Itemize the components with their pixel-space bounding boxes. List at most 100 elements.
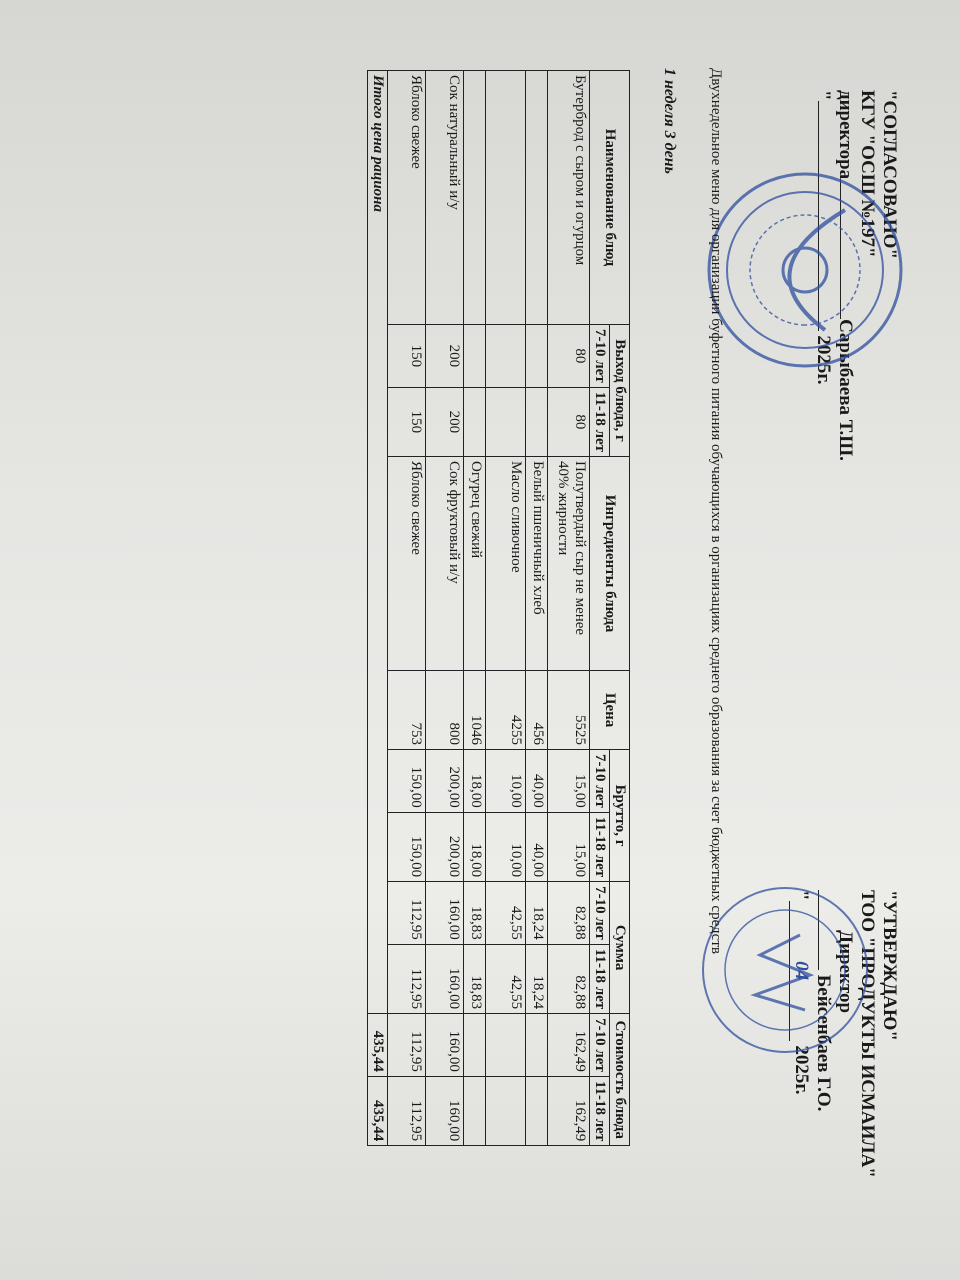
- table-row: Белый пшеничный хлеб 456 40,00 40,00 18,24 18…: [525, 70, 548, 1146]
- cell-b1: 150,00: [387, 749, 426, 813]
- cell-ingredient: Полутвердый сыр не менее 40% жирности: [547, 456, 590, 671]
- cell-c1: 160,00: [425, 1013, 464, 1077]
- table-row: Бутерброд с сыром и огурцом 80 80 Полутверд…: [547, 70, 590, 1146]
- cell-s2: 112,95: [387, 944, 426, 1014]
- cell-ingredient: Белый пшеничный хлеб: [525, 456, 548, 671]
- menu-table: Наименование блюд Выход блюда, г Ингреди…: [367, 70, 630, 1146]
- header-brutto: Брутто, г: [609, 749, 630, 882]
- cell-b2: 15,00: [547, 812, 590, 882]
- cell-price: 753: [387, 670, 426, 750]
- cell-name: Сок натуральный и/у: [425, 70, 464, 325]
- cell-price: 800: [425, 670, 464, 750]
- cell-b2: 200,00: [425, 812, 464, 882]
- header-ingredients: Ингредиенты блюда: [589, 456, 630, 671]
- cell-s2: 160,00: [425, 944, 464, 1014]
- header-output: Выход блюда, г: [609, 324, 630, 457]
- header-price: Цена: [589, 670, 630, 750]
- cell-out1: [463, 324, 486, 388]
- table-row: Масло сливочное 4255 10,00 10,00 42,55 42,55: [485, 70, 526, 1146]
- table-row: Яблоко свежее 150 150 Яблоко свежее 753 150,0…: [387, 70, 426, 1146]
- cell-s2: 82,88: [547, 944, 590, 1014]
- cell-s2: 42,55: [485, 944, 526, 1014]
- cell-name: [463, 70, 486, 325]
- cell-s1: 82,88: [547, 881, 590, 945]
- cell-out1: [485, 324, 526, 388]
- header-name: Наименование блюд: [589, 70, 630, 325]
- cell-ingredient: Яблоко свежее: [387, 456, 426, 671]
- cell-price: 4255: [485, 670, 526, 750]
- header-age: 7-10 лет: [589, 749, 610, 813]
- cell-price: 5525: [547, 670, 590, 750]
- cell-c2: 160,00: [425, 1076, 464, 1146]
- header-age: 7-10 лет: [589, 1013, 610, 1077]
- cell-b2: 18,00: [463, 812, 486, 882]
- cell-b2: 150,00: [387, 812, 426, 882]
- total-cost: 435,44: [367, 1013, 388, 1077]
- table-row: Огурец свежий 1046 18,00 18,00 18,83 18,83: [463, 70, 486, 1146]
- cell-c1: [463, 1013, 486, 1077]
- week-day-label: 1 неделя 3 день: [661, 68, 678, 174]
- cell-s1: 160,00: [425, 881, 464, 945]
- cell-s2: 18,83: [463, 944, 486, 1014]
- cell-c2: 162,49: [547, 1076, 590, 1146]
- cell-c2: 112,95: [387, 1076, 426, 1146]
- cell-out2: 200: [425, 387, 464, 457]
- cell-b1: 10,00: [485, 749, 526, 813]
- cell-b2: 10,00: [485, 812, 526, 882]
- cell-price: 1046: [463, 670, 486, 750]
- cell-out1: 80: [547, 324, 590, 388]
- cell-out1: 200: [425, 324, 464, 388]
- header-age: 7-10 лет: [589, 881, 610, 945]
- cell-c2: [463, 1076, 486, 1146]
- table-row: Сок натуральный и/у 200 200 Сок фруктовый и…: [425, 70, 464, 1146]
- cell-ingredient: Огурец свежий: [463, 456, 486, 671]
- cell-out2: [525, 387, 548, 457]
- cell-c1: 112,95: [387, 1013, 426, 1077]
- cell-c2: [485, 1076, 526, 1146]
- cell-s1: 112,95: [387, 881, 426, 945]
- cell-b2: 40,00: [525, 812, 548, 882]
- approval-heading: "УТВЕРЖДАЮ": [879, 890, 900, 1041]
- cell-out2: 150: [387, 387, 426, 457]
- header-age: 7-10 лет: [589, 324, 610, 388]
- cell-out2: 80: [547, 387, 590, 457]
- header-age: 11-18 лет: [589, 1076, 610, 1146]
- date-quote: ": [813, 90, 834, 101]
- document-title: Двухнедельное меню для организации буфет…: [708, 68, 724, 954]
- cell-b1: 40,00: [525, 749, 548, 813]
- cell-ingredient: Сок фруктовый и/у: [425, 456, 464, 671]
- cell-name: [525, 70, 548, 325]
- header-sum: Сумма: [609, 881, 630, 1014]
- cell-name: Бутерброд с сыром и огурцом: [547, 70, 590, 325]
- cell-s1: 18,24: [525, 881, 548, 945]
- stamp-right: [702, 887, 868, 1053]
- cell-out2: [485, 387, 526, 457]
- cell-b1: 15,00: [547, 749, 590, 813]
- header-age: 11-18 лет: [589, 944, 610, 1014]
- cell-b1: 200,00: [425, 749, 464, 813]
- total-cost: 435,44: [367, 1076, 388, 1146]
- header-age: 11-18 лет: [589, 812, 610, 882]
- cell-s2: 18,24: [525, 944, 548, 1014]
- cell-name: [485, 70, 526, 325]
- cell-out1: 150: [387, 324, 426, 388]
- header-cost: Стоимость блюда: [609, 1013, 630, 1146]
- position: директора: [835, 90, 856, 180]
- cell-price: 456: [525, 670, 548, 750]
- cell-name: Яблоко свежее: [387, 70, 426, 325]
- cell-c2: [525, 1076, 548, 1146]
- cell-c1: 162,49: [547, 1013, 590, 1077]
- cell-b1: 18,00: [463, 749, 486, 813]
- cell-out2: [463, 387, 486, 457]
- cell-c1: [485, 1013, 526, 1077]
- total-label: Итого цена рациона: [367, 70, 388, 1014]
- stamp-left: [707, 172, 903, 368]
- cell-s1: 42,55: [485, 881, 526, 945]
- cell-s1: 18,83: [463, 881, 486, 945]
- cell-out1: [525, 324, 548, 388]
- header-age: 11-18 лет: [589, 387, 610, 457]
- cell-c1: [525, 1013, 548, 1077]
- total-row: Итого цена рациона 435,44 435,44: [367, 70, 388, 1146]
- cell-ingredient: Масло сливочное: [485, 456, 526, 671]
